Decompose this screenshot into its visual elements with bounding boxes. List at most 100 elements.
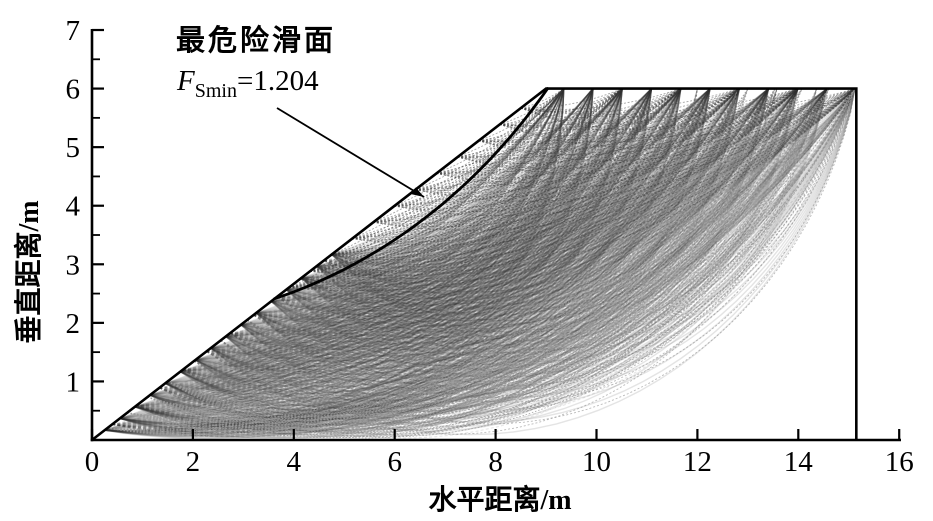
trial-slip-arc xyxy=(165,88,740,385)
trial-slip-arc xyxy=(104,88,711,439)
trial-slip-arc xyxy=(165,88,653,385)
trial-slip-arc xyxy=(195,88,623,375)
trial-slip-arc xyxy=(180,88,828,373)
trial-slip-arc xyxy=(134,88,653,426)
y-tick-label: 5 xyxy=(66,132,81,164)
trial-slip-arc xyxy=(165,88,828,393)
trial-slip-arc xyxy=(195,88,653,361)
trial-slip-arc xyxy=(119,88,653,420)
x-tick-label: 12 xyxy=(683,446,712,478)
trial-slip-arc xyxy=(134,88,653,408)
trial-slip-arc xyxy=(164,88,711,416)
trial-slip-arc xyxy=(119,88,740,420)
trial-slip-arc xyxy=(149,88,828,404)
trial-slip-arc xyxy=(164,88,565,385)
trial-slip-arc xyxy=(134,88,623,426)
trial-slip-arc xyxy=(165,88,594,385)
trial-slip-arc xyxy=(104,88,653,438)
trial-slip-arc xyxy=(104,88,769,431)
trial-slip-arc xyxy=(165,88,623,385)
trial-slip-arc xyxy=(149,88,856,407)
trial-slip-arc xyxy=(149,88,770,432)
trial-slip-arc xyxy=(134,88,594,419)
trial-slip-arc xyxy=(104,88,565,432)
trial-slip-arc xyxy=(180,88,594,373)
trial-slip-arc xyxy=(165,88,682,386)
trial-slip-arc xyxy=(164,88,770,426)
trial-slip-arc xyxy=(195,88,594,371)
trial-slip-arc xyxy=(164,88,740,416)
trial-slip-arc xyxy=(180,88,623,373)
trial-slip-arc xyxy=(180,88,682,395)
trial-slip-arc xyxy=(149,88,623,396)
y-tick-label: 2 xyxy=(66,308,81,340)
trial-slip-arc xyxy=(180,88,770,409)
trial-slip-arc xyxy=(119,88,711,420)
trial-slip-arc xyxy=(104,88,799,434)
trial-slip-arc xyxy=(149,88,711,396)
trial-slip-arc xyxy=(180,88,653,391)
trial-slip-arc xyxy=(134,88,770,412)
trial-slip-arc xyxy=(180,88,682,374)
trial-slip-surfaces xyxy=(104,88,856,439)
y-tick-label: 3 xyxy=(66,249,81,281)
trial-slip-arc xyxy=(119,88,799,420)
trial-slip-arc xyxy=(180,88,711,373)
trial-slip-arc xyxy=(119,88,799,425)
trial-slip-arc xyxy=(165,88,828,385)
trial-slip-arc xyxy=(164,88,682,411)
trial-slip-arc xyxy=(180,88,594,373)
annotation-title: 最危险滑面 xyxy=(176,23,336,57)
trial-slip-arc xyxy=(134,88,740,408)
trial-slip-arc xyxy=(119,88,711,431)
trial-slip-arc xyxy=(165,88,711,385)
trial-slip-arc xyxy=(149,88,594,432)
trial-slip-arc xyxy=(180,88,594,383)
trial-slip-arc xyxy=(165,88,799,391)
trial-slip-arc xyxy=(119,88,653,420)
trial-slip-arc xyxy=(104,88,682,437)
trial-slip-arc xyxy=(134,88,682,409)
trial-slip-arc xyxy=(149,88,565,396)
x-axis-title: 水平距离/m xyxy=(428,483,571,516)
trial-slip-arc xyxy=(149,88,682,396)
trial-slip-arc xyxy=(134,88,565,439)
x-tick-label: 10 xyxy=(582,446,611,478)
trial-slip-arc xyxy=(104,88,594,431)
trial-slip-arc xyxy=(119,88,856,420)
trial-slip-arc xyxy=(119,88,565,420)
trial-slip-arc xyxy=(179,88,594,407)
trial-slip-arc xyxy=(180,88,740,376)
y-tick-label: 6 xyxy=(66,74,81,106)
trial-slip-arc xyxy=(165,88,594,395)
trial-slip-arc xyxy=(119,88,682,426)
trial-slip-arc xyxy=(119,88,740,430)
trial-slip-arc xyxy=(104,88,828,438)
y-axis-title: 垂直距离/m xyxy=(12,200,45,343)
trial-slip-arc xyxy=(165,88,740,388)
trial-slip-arc xyxy=(104,88,623,434)
trial-slip-arc xyxy=(104,88,770,435)
trial-slip-arc xyxy=(134,88,682,408)
trial-slip-arc xyxy=(149,88,653,396)
fs-min-value: =1.204 xyxy=(237,65,319,97)
trial-slip-arc xyxy=(134,88,653,408)
trial-slip-arc xyxy=(180,88,565,373)
trial-slip-arc xyxy=(165,88,769,385)
x-tick-label: 2 xyxy=(186,446,201,478)
y-tick-label: 4 xyxy=(66,191,81,223)
x-tick-label: 14 xyxy=(784,446,814,478)
trial-slip-arc xyxy=(134,88,828,416)
trial-slip-arc xyxy=(165,88,623,399)
trial-slip-arc xyxy=(119,88,565,420)
trial-slip-arc xyxy=(195,88,623,401)
trial-slip-arc xyxy=(180,88,623,373)
trial-slip-arc xyxy=(180,88,653,373)
trial-slip-arc xyxy=(149,88,682,423)
trial-slip-arc xyxy=(104,88,653,431)
trial-slip-arc xyxy=(165,88,770,389)
trial-slip-arc xyxy=(195,88,653,362)
trial-slip-arc xyxy=(134,88,623,408)
trial-slip-arc xyxy=(119,88,682,420)
